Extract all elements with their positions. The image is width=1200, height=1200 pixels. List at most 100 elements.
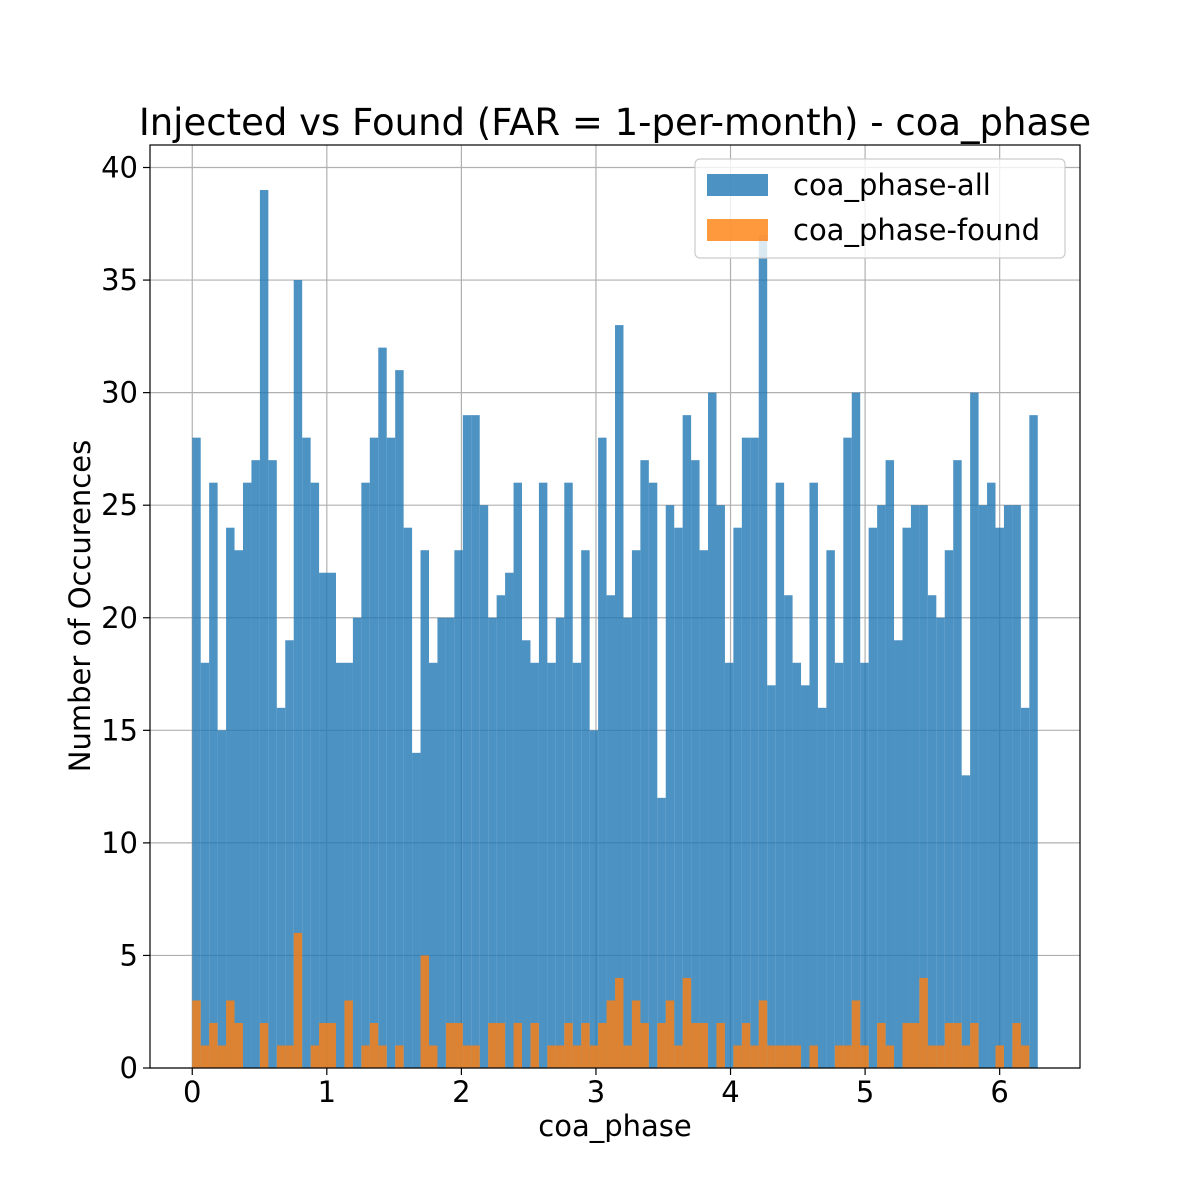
bar — [648, 482, 658, 1068]
y-tick-label: 30 — [101, 376, 138, 410]
legend: coa_phase-all coa_phase-found — [694, 158, 1066, 259]
bar — [910, 1022, 920, 1068]
y-tick-label: 15 — [101, 713, 138, 747]
bar — [767, 685, 776, 1068]
bar — [970, 1022, 979, 1068]
bar — [386, 437, 396, 1068]
bar — [530, 1022, 539, 1068]
bar — [995, 1045, 1004, 1068]
y-axis-label: Number of Occurences — [63, 440, 97, 772]
bar — [961, 1045, 971, 1068]
bar — [1029, 415, 1038, 1068]
bar — [953, 460, 962, 1068]
y-tick-label: 20 — [101, 601, 138, 635]
bar — [555, 617, 565, 1068]
bar — [488, 1022, 497, 1068]
bar — [530, 662, 539, 1068]
series-coa_phase-all — [192, 190, 1038, 1069]
bar — [919, 505, 928, 1068]
bar — [581, 1022, 590, 1068]
x-tick-label: 3 — [587, 1075, 605, 1109]
bar — [860, 662, 869, 1068]
bar — [327, 572, 336, 1068]
bar — [733, 527, 742, 1068]
bar — [750, 437, 759, 1068]
bar — [471, 415, 480, 1068]
x-tick-label: 2 — [452, 1075, 470, 1109]
bar — [598, 437, 607, 1068]
bar — [741, 1022, 751, 1068]
bar — [978, 505, 988, 1068]
bar — [217, 1045, 227, 1068]
bar — [961, 775, 971, 1068]
bar — [437, 617, 446, 1068]
bar — [691, 460, 700, 1068]
series-coa_phase-found — [192, 932, 1030, 1068]
x-tick-label: 4 — [721, 1075, 739, 1109]
bar — [285, 640, 294, 1068]
bar — [877, 505, 886, 1068]
bar — [640, 1022, 649, 1068]
bar — [944, 550, 954, 1068]
bar — [259, 1022, 269, 1068]
bar — [572, 1045, 582, 1068]
bar — [488, 617, 497, 1068]
bar — [395, 1045, 404, 1068]
bar — [623, 617, 632, 1068]
bar — [302, 437, 311, 1068]
bar — [674, 527, 683, 1068]
bar — [750, 1045, 759, 1068]
bar — [344, 662, 353, 1068]
bar — [682, 977, 692, 1068]
bar — [454, 550, 463, 1068]
bar — [784, 595, 793, 1068]
bar — [640, 460, 649, 1068]
bar — [276, 1045, 286, 1068]
bar — [242, 482, 252, 1068]
bar — [293, 280, 303, 1068]
bar — [564, 482, 573, 1068]
y-tick-label: 25 — [101, 488, 138, 522]
bar — [716, 505, 725, 1068]
bar — [665, 1000, 675, 1068]
bar — [276, 707, 286, 1068]
bar — [369, 437, 379, 1068]
bar — [445, 1022, 455, 1068]
bar — [902, 527, 911, 1068]
bar — [902, 1022, 911, 1068]
bar — [361, 1045, 370, 1068]
bar — [369, 1022, 379, 1068]
bar — [395, 370, 404, 1068]
bar — [505, 572, 514, 1068]
legend-box — [694, 158, 1066, 259]
axes-frame — [149, 144, 1081, 1069]
bar — [200, 1045, 210, 1068]
bar — [378, 347, 387, 1068]
bar — [758, 1000, 768, 1068]
bar — [496, 1022, 506, 1068]
bar — [767, 1045, 776, 1068]
bar — [995, 527, 1004, 1068]
bar — [251, 460, 260, 1068]
x-tick-label: 6 — [990, 1075, 1008, 1109]
bar — [538, 482, 548, 1068]
bar — [513, 1022, 523, 1068]
bar — [699, 550, 709, 1068]
legend-label-all: coa_phase-all — [793, 168, 991, 202]
legend-swatch-found — [707, 219, 768, 241]
bar — [860, 1045, 869, 1068]
bar — [741, 437, 751, 1068]
bar — [344, 1000, 353, 1068]
bar — [217, 730, 227, 1068]
bar — [1020, 707, 1030, 1068]
bar — [826, 550, 835, 1068]
bar — [1012, 1022, 1021, 1068]
chart-title: Injected vs Found (FAR = 1-per-month) - … — [139, 101, 1091, 144]
bar — [420, 550, 429, 1068]
bar — [758, 235, 768, 1069]
bar — [894, 640, 903, 1068]
bar — [708, 392, 717, 1068]
bar — [775, 482, 785, 1068]
bar — [631, 1000, 641, 1068]
bar — [606, 1000, 616, 1068]
